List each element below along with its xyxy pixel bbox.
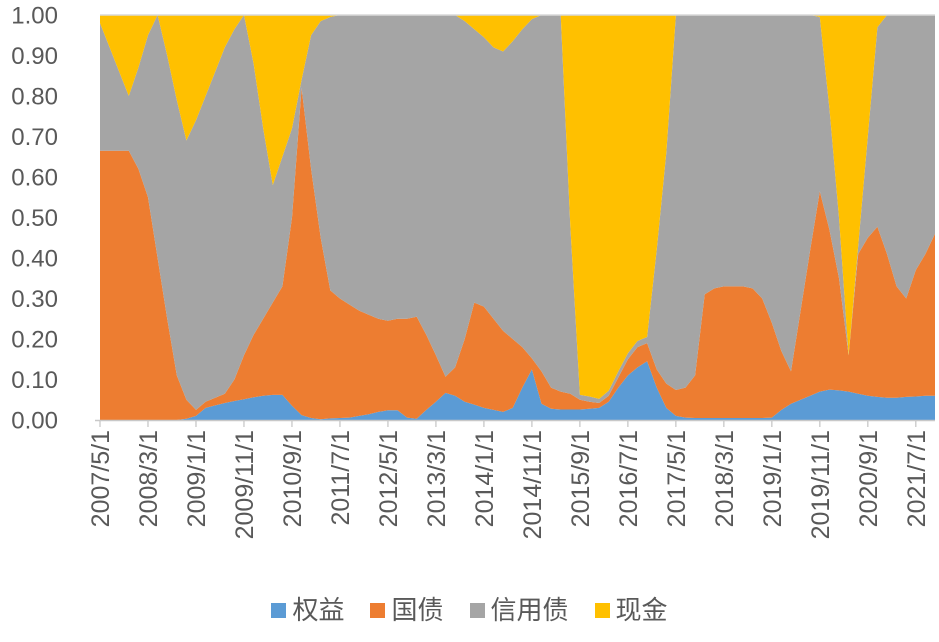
legend-item-equity: 权益 (271, 597, 344, 623)
x-axis-tick-label: 2019/11/1 (807, 430, 835, 539)
y-axis-tick-label: 0.90 (11, 43, 58, 70)
y-axis-tick-label: 0.10 (11, 367, 58, 394)
x-axis-tick-label: 2017/5/1 (663, 430, 691, 527)
y-axis-tick-label: 0.20 (11, 327, 58, 354)
legend-item-cash: 现金 (594, 595, 668, 625)
y-axis-tick-label: 0.00 (11, 408, 58, 435)
x-axis-tick-label: 2014/1/1 (471, 430, 499, 527)
x-axis-tick-label: 2010/9/1 (279, 430, 307, 527)
x-axis-tick-label: 2009/1/1 (183, 430, 211, 527)
y-axis-tick-label: 1.00 (11, 3, 58, 30)
area-series-treasury (100, 87, 935, 421)
x-axis-tick-label: 2021/7/1 (903, 430, 931, 527)
legend-label-equity: 权益 (292, 595, 345, 625)
y-axis-tick-label: 0.70 (11, 124, 58, 151)
legend-swatch-cash (594, 602, 610, 618)
area-series-equity (100, 361, 935, 420)
legend-label-treasury: 国债 (391, 595, 444, 625)
x-axis-tick-label: 2018/3/1 (711, 430, 739, 527)
x-axis-tick-label: 2016/7/1 (615, 430, 643, 527)
legend-label-cash: 现金 (615, 595, 668, 625)
legend-swatch-treasury (370, 602, 386, 618)
chart-legend: 权益 国债 信用债 现金 (0, 597, 939, 623)
x-axis-tick-label: 2007/5/1 (87, 430, 115, 527)
y-axis-tick-label: 0.50 (11, 205, 58, 232)
x-axis-tick-label: 2009/11/1 (231, 430, 259, 539)
legend-label-credit: 信用债 (490, 595, 569, 625)
x-axis-tick-label: 2019/1/1 (759, 430, 787, 527)
x-axis-tick-label: 2011/7/1 (327, 430, 355, 525)
legend-item-credit: 信用债 (469, 595, 569, 625)
stacked-area-chart: 0.00 0.10 0.20 0.30 0.40 0.50 0.60 0.70 0.80 0.90… (11, 3, 935, 539)
x-axis-tick-label: 2014/11/1 (519, 430, 547, 539)
x-axis-tick-label: 2012/5/1 (375, 430, 403, 527)
x-axis-tick-label: 2015/9/1 (567, 430, 595, 527)
y-axis-tick-label: 0.60 (11, 165, 58, 192)
x-axis-tick-label: 2020/9/1 (855, 430, 883, 527)
area-series-cash (100, 15, 935, 399)
x-axis-tick-label: 2013/3/1 (423, 430, 451, 527)
x-axis-tick-label: 2008/3/1 (135, 430, 163, 527)
legend-swatch-equity (271, 602, 287, 618)
legend-swatch-credit (469, 602, 485, 618)
y-axis-tick-label: 0.30 (11, 286, 58, 313)
legend-item-treasury: 国债 (370, 595, 444, 625)
y-axis-tick-label: 0.40 (11, 246, 58, 273)
y-axis-tick-label: 0.80 (11, 84, 58, 111)
area-series-credit (100, 15, 935, 410)
